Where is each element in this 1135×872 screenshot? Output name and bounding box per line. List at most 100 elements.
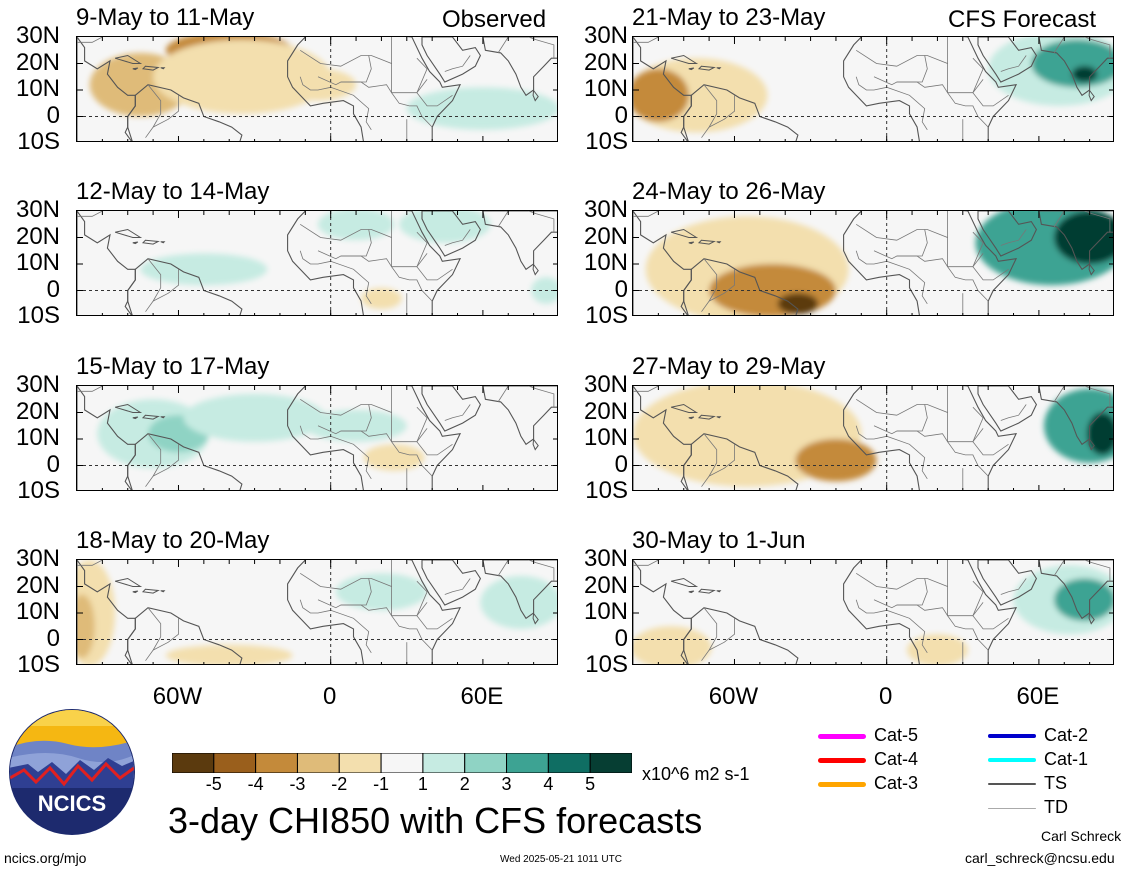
anomaly-field xyxy=(77,560,557,664)
country-border xyxy=(896,55,928,83)
country-border xyxy=(528,211,555,233)
country-border xyxy=(855,386,948,416)
latitude-label: 10S xyxy=(585,302,628,329)
country-border xyxy=(317,76,428,94)
island-outline xyxy=(1088,612,1095,625)
country-border xyxy=(708,618,735,651)
country-border xyxy=(633,386,659,392)
island-outline xyxy=(114,577,143,587)
country-border xyxy=(145,433,162,487)
anomaly-contour xyxy=(1054,211,1113,264)
latitude-label: 0 xyxy=(46,101,60,129)
coastline xyxy=(482,560,557,620)
island-outline xyxy=(532,612,539,625)
legend-label: Cat-4 xyxy=(874,749,919,769)
country-border xyxy=(444,404,471,421)
map-plot xyxy=(77,211,557,315)
colorbar-tick-label: 5 xyxy=(585,774,596,794)
coastline xyxy=(77,211,136,315)
longitude-label: 0 xyxy=(322,683,337,710)
coastline xyxy=(977,560,1038,606)
map-plot xyxy=(633,386,1113,490)
coastline xyxy=(633,386,692,490)
latitude-label: 10N xyxy=(15,75,60,102)
country-border xyxy=(701,433,718,487)
colorbar-tick-label: -3 xyxy=(289,774,306,794)
country-border xyxy=(416,580,453,630)
island-outline xyxy=(716,67,722,70)
colorbar-tick-label: -5 xyxy=(205,774,222,794)
anomaly-field xyxy=(97,393,425,471)
island-outline xyxy=(688,241,695,245)
anomaly-contour xyxy=(480,575,557,629)
panel-title: 27-May to 29-May xyxy=(632,353,826,380)
legend-label: TD xyxy=(1044,797,1068,817)
latitude-label: 0 xyxy=(46,450,60,478)
timestamp: Wed 2025-05-21 1011 UTC xyxy=(500,854,622,865)
country-border xyxy=(947,412,989,477)
coastline xyxy=(287,560,462,664)
colorbar-swatch xyxy=(255,752,298,774)
island-outline xyxy=(716,241,722,244)
coastline xyxy=(977,386,1038,432)
latitude-label: 30N xyxy=(583,371,628,398)
map-plot xyxy=(77,560,557,664)
island-outline xyxy=(688,416,695,420)
island-outline xyxy=(141,239,160,245)
latitude-label: 30N xyxy=(583,545,628,572)
map-panel xyxy=(76,385,558,491)
colorbar-swatch xyxy=(296,752,340,774)
coastline xyxy=(77,560,136,664)
coastline xyxy=(843,37,1018,141)
country-border xyxy=(1084,560,1111,582)
map-plot xyxy=(633,211,1113,315)
latitude-label: 0 xyxy=(614,624,628,652)
island-outline xyxy=(697,414,716,420)
anomaly-contour xyxy=(140,253,268,286)
colorbar-swatch xyxy=(338,752,382,774)
country-border xyxy=(145,84,162,138)
coastline xyxy=(482,37,557,97)
island-outline xyxy=(160,416,166,419)
country-border xyxy=(633,560,659,566)
anomaly-contour xyxy=(406,87,557,130)
country-border xyxy=(497,211,509,228)
coastline xyxy=(633,37,692,141)
country-border xyxy=(145,607,162,661)
country-border xyxy=(633,37,659,43)
legend-label: Cat-5 xyxy=(874,725,919,745)
coastline xyxy=(77,386,136,490)
colorbar-swatch xyxy=(213,752,257,774)
panel-title: 18-May to 20-May xyxy=(76,527,270,554)
coastline xyxy=(421,560,482,606)
island-outline xyxy=(532,89,539,102)
country-border xyxy=(444,55,471,72)
latitude-label: 30N xyxy=(583,196,628,223)
country-border xyxy=(896,229,928,257)
latitude-label: 20N xyxy=(583,571,628,599)
anomaly-contour xyxy=(633,68,689,122)
island-outline xyxy=(114,54,143,64)
coastline xyxy=(127,433,243,490)
country-border xyxy=(633,211,659,217)
island-outline xyxy=(697,588,716,594)
coastline xyxy=(127,258,243,315)
country-border xyxy=(317,599,428,617)
panel-title: 15-May to 17-May xyxy=(76,353,270,380)
coastline xyxy=(1038,211,1113,271)
island-outline xyxy=(688,67,695,71)
country-border xyxy=(1000,229,1027,246)
latitude-label: 0 xyxy=(46,624,60,652)
colorbar-swatch xyxy=(380,752,424,774)
longitude-label: 60E xyxy=(1016,683,1060,710)
country-border xyxy=(528,37,555,59)
island-outline xyxy=(141,65,160,71)
country-border xyxy=(1000,55,1027,72)
coastline xyxy=(1038,386,1113,446)
anomaly-contour xyxy=(777,293,819,315)
coastline xyxy=(421,37,482,83)
latitude-label: 10S xyxy=(17,477,60,504)
anomaly-contour xyxy=(795,439,877,482)
island-outline xyxy=(670,54,699,64)
anomaly-contour xyxy=(1071,66,1098,83)
